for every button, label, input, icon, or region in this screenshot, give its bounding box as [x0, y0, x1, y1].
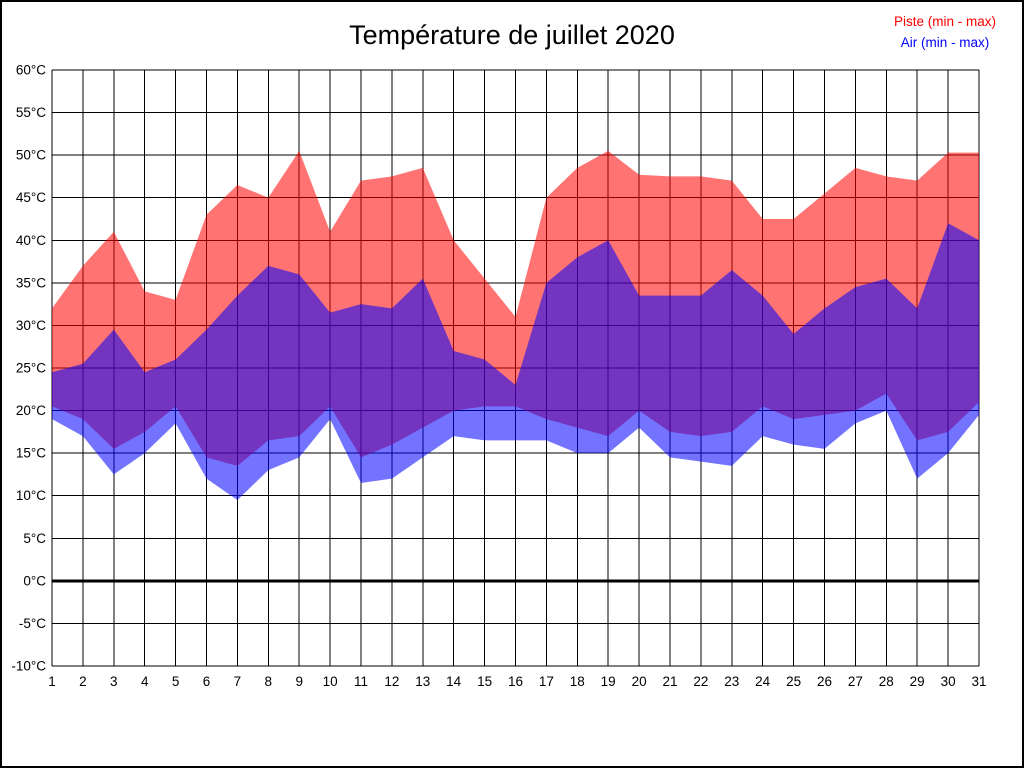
svg-text:12: 12 [384, 674, 399, 689]
svg-text:45°C: 45°C [16, 190, 46, 205]
svg-text:26: 26 [817, 674, 832, 689]
svg-text:4: 4 [141, 674, 149, 689]
svg-text:19: 19 [601, 674, 616, 689]
air-band [52, 223, 979, 500]
svg-text:29: 29 [910, 674, 925, 689]
svg-text:10: 10 [323, 674, 338, 689]
legend-air-label: Air (min - max) [900, 35, 990, 50]
svg-text:8: 8 [265, 674, 273, 689]
svg-text:5: 5 [172, 674, 180, 689]
svg-text:20: 20 [632, 674, 647, 689]
svg-text:50°C: 50°C [16, 148, 46, 163]
svg-text:13: 13 [415, 674, 430, 689]
svg-text:7: 7 [234, 674, 242, 689]
svg-text:23: 23 [724, 674, 739, 689]
svg-text:6: 6 [203, 674, 211, 689]
svg-text:25: 25 [786, 674, 801, 689]
svg-text:14: 14 [446, 674, 462, 689]
y-axis-labels: 60°C 55°C 50°C 45°C 40°C 35°C 30°C 25°C 20°C 15°C… [11, 63, 46, 674]
svg-text:27: 27 [848, 674, 863, 689]
svg-text:24: 24 [755, 674, 771, 689]
svg-text:22: 22 [693, 674, 708, 689]
svg-text:10°C: 10°C [16, 488, 46, 503]
svg-text:35°C: 35°C [16, 275, 46, 290]
svg-text:5°C: 5°C [23, 531, 46, 546]
svg-text:18: 18 [570, 674, 585, 689]
svg-text:11: 11 [354, 674, 368, 689]
svg-text:15: 15 [477, 674, 492, 689]
legend: Piste (min - max) Air (min - max) [866, 11, 1022, 53]
svg-text:-10°C: -10°C [11, 659, 46, 674]
svg-text:25°C: 25°C [16, 361, 46, 376]
svg-text:21: 21 [662, 674, 677, 689]
svg-text:0°C: 0°C [23, 573, 46, 588]
svg-text:9: 9 [295, 674, 303, 689]
x-axis-labels: 1 2 3 4 5 6 7 8 9 10 11 12 13 14 15 16 17 18 19 20 21 22 23 24 2… [48, 674, 986, 689]
svg-text:30: 30 [941, 674, 956, 689]
svg-text:20°C: 20°C [16, 403, 46, 418]
svg-text:-5°C: -5°C [19, 616, 46, 631]
svg-text:30°C: 30°C [16, 318, 46, 333]
svg-text:31: 31 [971, 674, 986, 689]
svg-text:60°C: 60°C [16, 63, 46, 78]
chart-title: Température de juillet 2020 [349, 20, 675, 50]
legend-piste-label: Piste (min - max) [893, 14, 996, 29]
svg-text:28: 28 [879, 674, 894, 689]
svg-text:15°C: 15°C [16, 446, 46, 461]
svg-text:1: 1 [48, 674, 56, 689]
svg-text:17: 17 [539, 674, 554, 689]
svg-text:40°C: 40°C [16, 233, 46, 248]
svg-text:55°C: 55°C [16, 105, 46, 120]
svg-text:16: 16 [508, 674, 523, 689]
svg-text:2: 2 [79, 674, 87, 689]
svg-text:3: 3 [110, 674, 118, 689]
